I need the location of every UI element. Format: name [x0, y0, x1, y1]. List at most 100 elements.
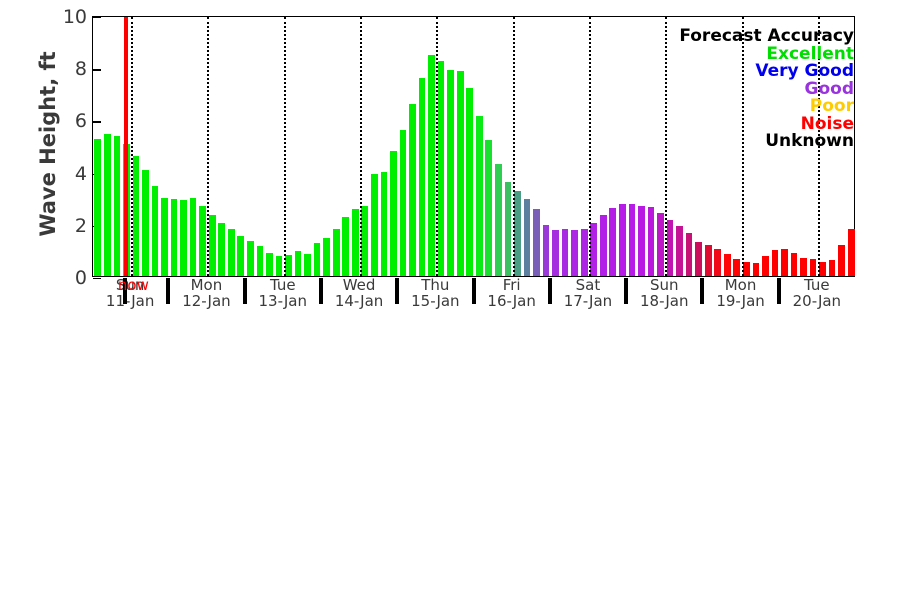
day-label: Mon 12-Jan	[182, 277, 230, 309]
now-label: now	[117, 276, 149, 294]
bar	[552, 230, 559, 276]
bar	[437, 60, 445, 276]
bar	[514, 191, 521, 276]
day-boundary-tick	[471, 278, 476, 304]
day-boundary-tick	[395, 278, 400, 304]
day-of-week: Wed	[342, 276, 376, 294]
midday-dotted-line	[741, 17, 744, 276]
legend-item-good: Good	[804, 78, 854, 99]
day-of-week: Mon	[724, 276, 757, 294]
now-boundary-tick	[123, 278, 128, 304]
legend-title: Forecast Accuracy	[679, 26, 854, 46]
bar	[247, 240, 254, 276]
legend-item-excellent: Excellent	[766, 43, 854, 64]
legend: Forecast Accuracy Excellent Very Good Go…	[679, 26, 854, 151]
legend-item-very-good: Very Good	[755, 61, 854, 81]
bar	[847, 229, 855, 276]
bar	[685, 232, 693, 276]
bar	[313, 243, 321, 276]
bar	[733, 259, 741, 276]
y-tick-label: 0	[74, 266, 87, 289]
bar	[752, 262, 760, 276]
midday-dotted-line	[665, 17, 668, 276]
bar	[409, 103, 416, 276]
bar	[304, 253, 311, 276]
day-of-week: Thu	[421, 276, 450, 294]
bar	[285, 255, 292, 276]
day-label: Tue 20-Jan	[793, 277, 841, 309]
y-tick-mark	[93, 278, 101, 280]
legend-item-noise: Noise	[800, 113, 854, 134]
bar	[628, 204, 636, 276]
day-date: 16-Jan	[487, 292, 536, 310]
bar	[790, 252, 798, 276]
day-label: Wed 14-Jan	[335, 277, 383, 309]
bar	[542, 225, 550, 276]
day-boundary-tick	[624, 278, 629, 304]
bar	[113, 136, 121, 276]
bar	[342, 217, 350, 276]
day-date: 11-Jan	[105, 292, 155, 310]
day-of-week: Sun	[115, 276, 145, 294]
y-tick-label: 2	[74, 214, 87, 237]
bar	[657, 213, 664, 276]
day-date: 17-Jan	[563, 292, 613, 310]
day-label: Thu 15-Jan	[411, 277, 459, 309]
bar	[504, 182, 512, 276]
bar	[275, 256, 283, 276]
plot-area: 0 2 4 6 8 10	[63, 6, 855, 289]
bar	[266, 252, 273, 276]
day-label: Mon 19-Jan	[716, 277, 764, 309]
bar	[580, 229, 588, 276]
bar	[828, 260, 836, 276]
day-date: 14-Jan	[334, 292, 384, 310]
day-label: Sun 11-Jan	[106, 277, 154, 309]
bar	[371, 174, 378, 276]
bar	[94, 138, 102, 276]
bar	[256, 246, 264, 276]
bar	[332, 229, 340, 276]
day-date: 13-Jan	[258, 292, 307, 310]
bar	[771, 249, 779, 276]
bar	[475, 115, 483, 276]
bar	[170, 199, 178, 276]
x-axis: Sun 11-Jan Mon 12-Jan Tue 13-Jan Wed 14-Jan Thu 1…	[92, 277, 855, 311]
bar	[485, 140, 493, 276]
midday-dotted-line	[207, 17, 210, 276]
bar	[189, 197, 197, 276]
bar	[590, 222, 598, 276]
bar	[800, 257, 807, 276]
day-boundary-tick	[166, 278, 171, 304]
day-date: 20-Jan	[792, 292, 842, 310]
day-of-week: Sat	[575, 276, 601, 294]
bar	[533, 209, 540, 276]
bar	[676, 226, 683, 276]
bar	[208, 214, 216, 276]
midday-dotted-line	[360, 17, 363, 276]
midday-dotted-line	[131, 17, 134, 276]
bar	[571, 230, 578, 276]
day-label: Fri 16-Jan	[487, 277, 535, 309]
midday-dotted-line	[283, 17, 286, 276]
bar	[704, 244, 712, 276]
bar	[762, 256, 769, 276]
bar	[723, 253, 731, 276]
bar	[609, 208, 617, 276]
bar	[428, 55, 435, 276]
bar	[523, 199, 531, 276]
day-date: 19-Jan	[716, 292, 765, 310]
y-tick-label: 4	[74, 162, 87, 185]
day-date: 18-Jan	[640, 292, 689, 310]
day-of-week: Sun	[649, 276, 679, 294]
day-of-week: Mon	[190, 276, 223, 294]
legend-item-unknown: Unknown	[765, 131, 854, 151]
bar	[695, 242, 702, 276]
bar	[218, 222, 226, 276]
y-tick-label: 8	[74, 57, 87, 80]
day-date: 12-Jan	[182, 292, 231, 310]
day-label: Sun 18-Jan	[640, 277, 688, 309]
bar	[103, 133, 111, 276]
bar	[161, 197, 168, 276]
bar	[399, 129, 407, 276]
